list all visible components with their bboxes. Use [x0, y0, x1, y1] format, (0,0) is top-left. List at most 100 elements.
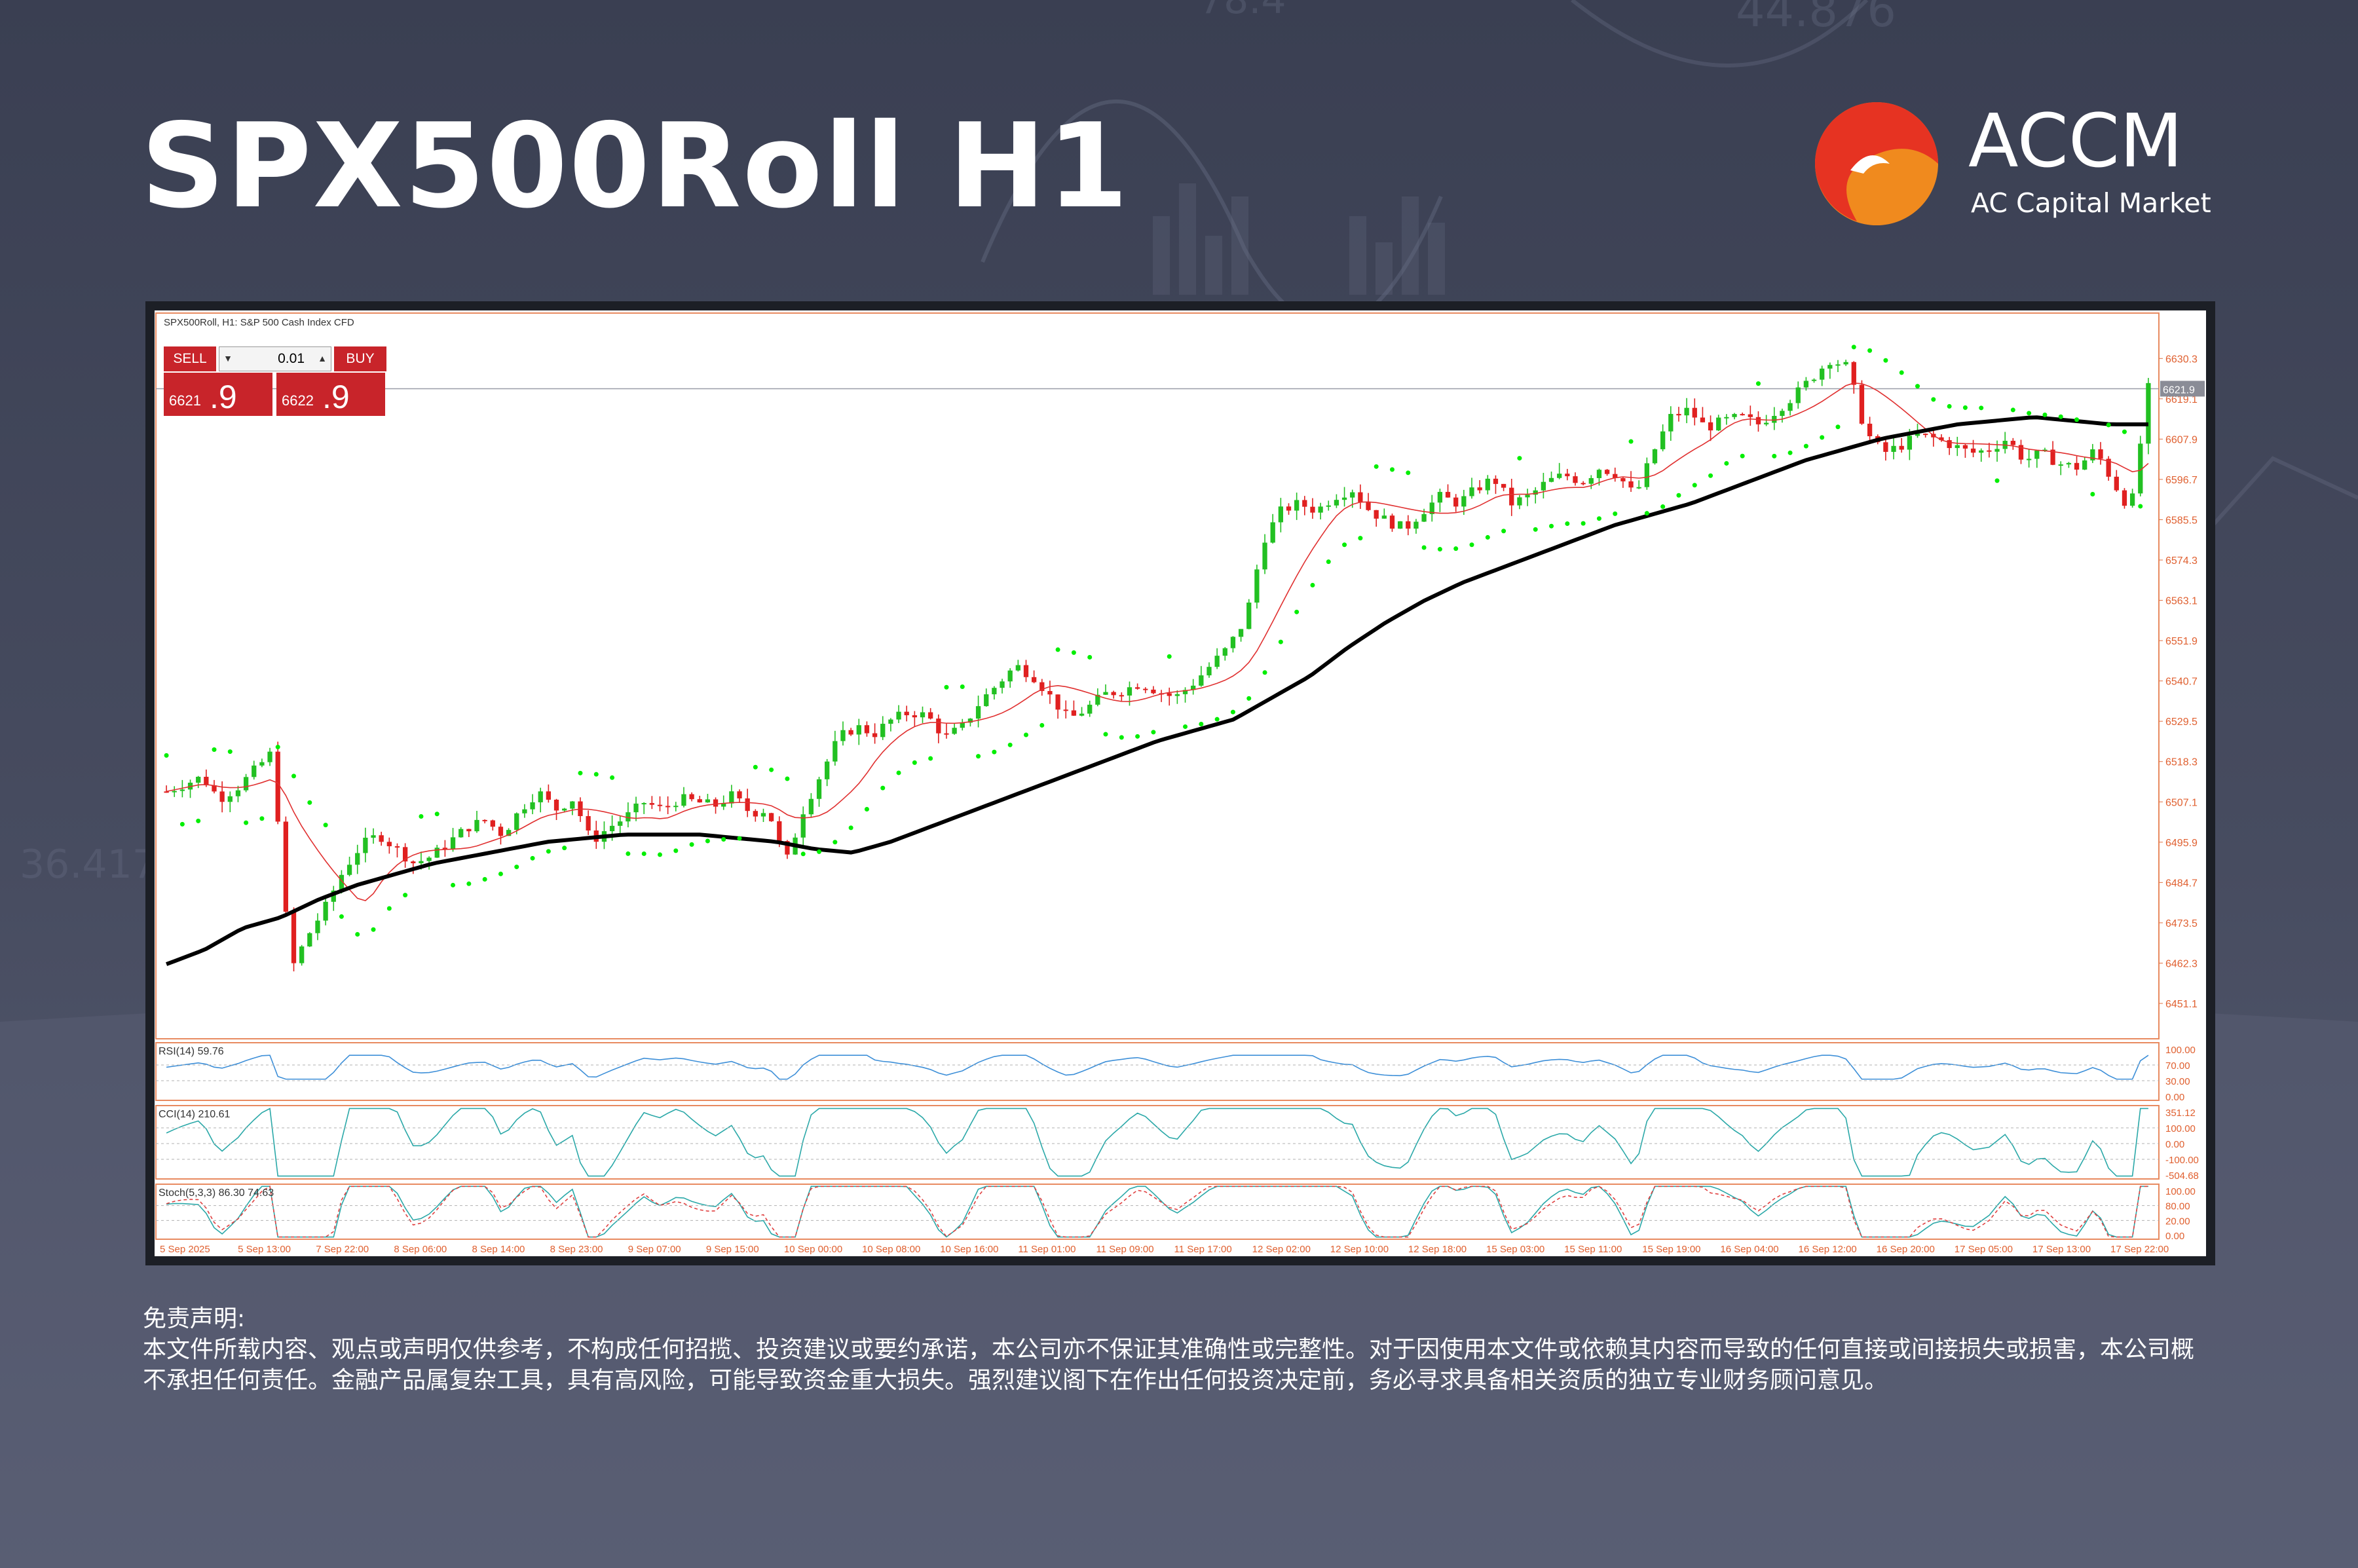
candle-body: [880, 724, 886, 737]
sar-dot: [1278, 639, 1283, 644]
candle-body: [1485, 478, 1490, 491]
x-tick-label: 8 Sep 23:00: [550, 1244, 603, 1255]
sar-dot: [291, 774, 297, 779]
disclaimer: 免责声明: 本文件所载内容、观点或声明仅供参考，不构成任何招揽、投资建议或要约承…: [143, 1303, 2213, 1396]
sar-dot: [1501, 529, 1506, 534]
sar-dot: [1199, 722, 1204, 727]
x-tick-label: 8 Sep 14:00: [472, 1244, 525, 1255]
sar-dot: [944, 684, 949, 690]
sar-dot: [848, 825, 853, 831]
candle-body: [681, 794, 686, 806]
candle-body: [1676, 413, 1681, 416]
sar-dot: [1755, 381, 1761, 386]
sar-dot: [1979, 405, 1984, 411]
candle-body: [1270, 522, 1275, 543]
sell-button[interactable]: SELL: [164, 346, 216, 371]
lot-increase-icon[interactable]: ▲: [318, 353, 327, 364]
candle-body: [1820, 368, 1825, 380]
candle-body: [2074, 462, 2080, 470]
sar-dot: [2010, 407, 2015, 413]
candle-body: [864, 725, 870, 734]
candle-body: [1636, 487, 1641, 489]
buy-price[interactable]: 6622 .9: [276, 373, 385, 416]
y-tick-label: 6551.9: [2165, 636, 2198, 647]
candle-body: [912, 715, 918, 718]
candle-body: [1111, 692, 1116, 696]
candle-body: [888, 719, 893, 724]
sar-dot: [323, 823, 328, 828]
current-price-label: 6621.9: [2163, 384, 2195, 396]
candle-body: [1748, 414, 1753, 417]
candle-body: [1684, 407, 1689, 416]
sar-dot: [992, 749, 997, 755]
candle-body: [856, 725, 861, 735]
candle-body: [506, 830, 512, 836]
sar-dot: [1899, 370, 1904, 375]
candle-body: [1827, 365, 1833, 369]
cci-line: [166, 1108, 2148, 1177]
y-tick-label: 6563.1: [2165, 596, 2198, 607]
candle-body: [1230, 637, 1236, 648]
candle-body: [2122, 490, 2127, 506]
candle-body: [1015, 665, 1020, 671]
buy-button[interactable]: BUY: [334, 346, 386, 371]
cci-panel-border: [155, 1105, 2160, 1180]
candle-body: [1660, 431, 1666, 449]
y-tick-label: 6462.3: [2165, 958, 2198, 969]
sar-dot: [1039, 722, 1045, 728]
candle-body: [952, 728, 957, 734]
candle-body: [1182, 690, 1188, 694]
sar-dot: [1660, 504, 1666, 510]
candlesticks: [164, 360, 2151, 972]
current-price-tag: [2160, 381, 2205, 397]
candle-body: [1628, 481, 1634, 488]
candle-body: [1055, 694, 1060, 710]
cci-level-label: 0.00: [2165, 1139, 2184, 1150]
sar-dot: [227, 749, 233, 755]
sar-dot: [196, 818, 201, 823]
sar-dot: [1613, 511, 1618, 516]
sar-dot: [1708, 473, 1713, 478]
candle-body: [2098, 449, 2103, 459]
sell-price[interactable]: 6621 .9: [164, 373, 272, 416]
candle-body: [1167, 693, 1172, 696]
cci-label: CCI(14) 210.61: [159, 1109, 230, 1120]
candle-body: [1994, 449, 2000, 452]
sar-dot: [2042, 412, 2048, 417]
candle-body: [1095, 694, 1100, 705]
candle-body: [1350, 492, 1355, 498]
candle-body: [1620, 477, 1626, 481]
candle-body: [1318, 506, 1323, 513]
cci-level-label: -504.68: [2165, 1170, 2199, 1182]
buy-price-big: .9: [322, 379, 350, 415]
candle-body: [1644, 463, 1649, 487]
candle-body: [657, 804, 663, 806]
x-tick-label: 17 Sep 05:00: [1955, 1244, 2013, 1255]
sar-dot: [1803, 443, 1808, 449]
candle-body: [2082, 460, 2087, 470]
candle-body: [1947, 440, 1952, 449]
candle-body: [1278, 506, 1284, 523]
sar-dot: [1469, 542, 1474, 548]
x-tick-label: 12 Sep 10:00: [1330, 1244, 1389, 1255]
candle-body: [299, 946, 305, 963]
candle-body: [626, 812, 631, 822]
rsi-level-label: 30.00: [2165, 1076, 2190, 1087]
sell-price-big: .9: [210, 379, 237, 415]
sar-dot: [451, 882, 456, 887]
y-tick-label: 6574.3: [2165, 555, 2198, 567]
sar-dot: [1820, 435, 1825, 440]
sar-dot: [1071, 650, 1076, 655]
candle-body: [753, 811, 758, 817]
page-title: SPX500Roll H1: [141, 98, 1130, 234]
x-tick-label: 17 Sep 22:00: [2110, 1244, 2169, 1255]
price-chart: 6630.3 6619.1 6607.9 6596.7 6585.5 6574.3 6563…: [155, 312, 2205, 1255]
sar-dot: [1151, 730, 1156, 735]
lot-decrease-icon[interactable]: ▼: [223, 353, 233, 364]
sar-dot: [721, 836, 726, 842]
rsi-line: [166, 1055, 2149, 1080]
lot-size-input[interactable]: 0.01: [219, 346, 331, 371]
candle-body: [1397, 521, 1403, 529]
cci-level-label: 100.00: [2165, 1123, 2196, 1134]
candle-body: [1501, 483, 1506, 488]
